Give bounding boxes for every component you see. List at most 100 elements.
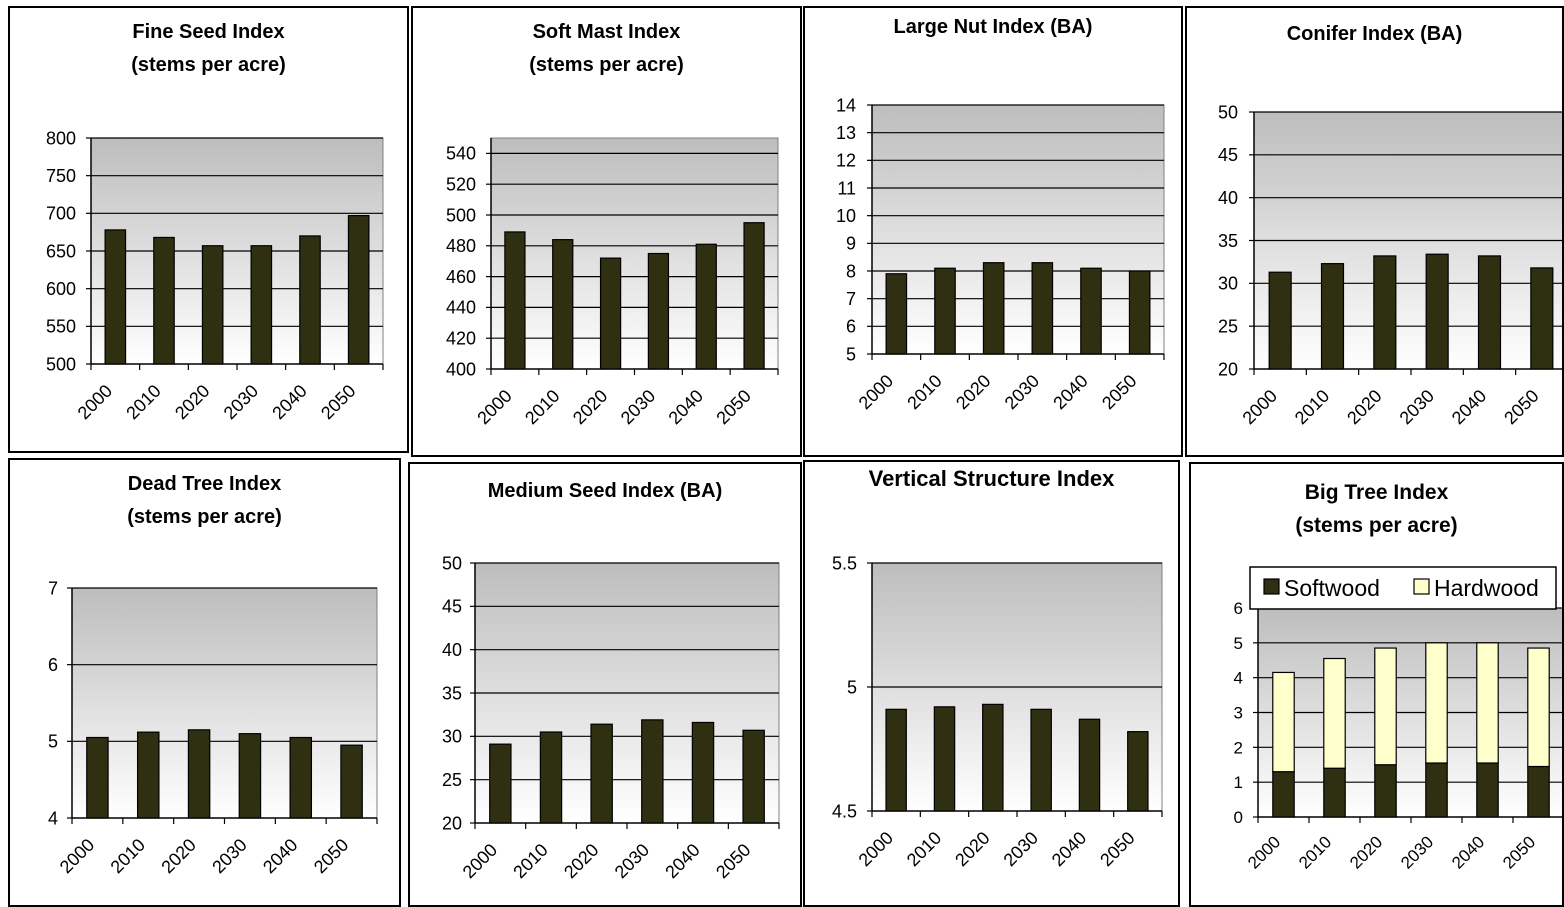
x-tick-label: 2050	[712, 386, 754, 428]
x-tick-label: 2030	[1001, 371, 1043, 413]
y-tick-label: 500	[446, 205, 476, 225]
bar-softwood	[1425, 762, 1448, 818]
x-tick-label: 2010	[122, 381, 164, 423]
chart-svg: Fine Seed Index (stems per acre) 500 550 600…	[46, 21, 384, 423]
x-tick-label: 2020	[569, 386, 611, 428]
x-tick-label: 2040	[1048, 828, 1090, 870]
bar	[504, 231, 526, 370]
x-tick-label: 2050	[1098, 371, 1140, 413]
y-tick-label: 14	[836, 95, 856, 115]
x-tick-label: 2020	[1343, 386, 1385, 428]
conifer-index-chart: Conifer Index (BA) 20 25 30 35 40 45 50 2000 2010…	[1185, 6, 1564, 457]
bar	[1078, 718, 1101, 812]
chart-svg: Big Tree Index (stems per acre) 0 1 2 3 4 5 6 200…	[1234, 481, 1562, 873]
chart-title-line: Fine Seed Index	[132, 21, 284, 43]
x-tick-label: 2050	[1500, 386, 1542, 428]
chart-title-line: Conifer Index (BA)	[1287, 23, 1463, 45]
bar	[590, 723, 613, 824]
bar	[1530, 267, 1554, 370]
x-tick-label: 2050	[1096, 828, 1138, 870]
y-tick-label: 460	[446, 267, 476, 287]
y-tick-label: 0	[1234, 808, 1243, 827]
plot-area	[490, 137, 779, 370]
x-tick-label: 2010	[903, 371, 945, 413]
bar	[1031, 262, 1054, 355]
bar	[539, 731, 563, 824]
legend-box	[1249, 566, 1557, 610]
x-tick-label: 2000	[855, 371, 897, 413]
bar	[1080, 267, 1102, 355]
y-tick-label: 5	[846, 344, 856, 364]
y-tick-label: 20	[1218, 359, 1238, 379]
y-tick-label: 40	[442, 640, 462, 660]
medium-seed-index-chart: Medium Seed Index (BA) 20 25 30 35 40 45 50 2000…	[408, 462, 802, 907]
bar	[743, 222, 765, 370]
y-tick-label: 1	[1234, 773, 1243, 792]
chart-title-line: Large Nut Index (BA)	[894, 16, 1093, 38]
x-tick-label: 2040	[661, 840, 703, 882]
chart-svg: Medium Seed Index (BA) 20 25 30 35 40 45 50 2000…	[442, 480, 780, 882]
bar	[104, 229, 127, 365]
x-tick-label: 2040	[268, 381, 310, 423]
y-tick-label: 5	[847, 677, 857, 697]
y-tick-label: 6	[48, 655, 58, 675]
y-tick-label: 700	[46, 204, 76, 224]
y-tick-label: 35	[442, 683, 462, 703]
bar	[489, 743, 512, 824]
large-nut-index-chart: Large Nut Index (BA) 5 6 7 8 9 10 11 12 13 14 2000 2…	[803, 6, 1183, 457]
y-tick-label: 7	[48, 578, 58, 598]
bar	[742, 729, 765, 824]
chart-title-line: (stems per acre)	[1295, 514, 1457, 537]
chart-title-line: (stems per acre)	[529, 54, 684, 76]
x-tick-label: 2020	[1346, 832, 1386, 872]
x-tick-label: 2050	[310, 835, 352, 877]
bar-hardwood	[1425, 642, 1448, 764]
y-tick-label: 10	[836, 206, 856, 226]
bar	[238, 733, 262, 819]
y-tick-label: 4	[48, 808, 58, 828]
x-tick-label: 2030	[617, 386, 659, 428]
bar	[340, 744, 363, 819]
chart-title-line: Soft Mast Index	[533, 21, 681, 43]
chart-title-line: Medium Seed Index (BA)	[488, 480, 722, 502]
x-tick-label: 2000	[459, 840, 501, 882]
x-tick-label: 2040	[1448, 386, 1490, 428]
plot-area	[871, 104, 1165, 355]
legend-label: Softwood	[1284, 575, 1380, 601]
bar	[201, 245, 224, 365]
bar	[641, 719, 664, 824]
bar	[1373, 255, 1397, 370]
bar	[1127, 731, 1149, 812]
x-tick-label: 2010	[903, 828, 945, 870]
x-tick-label: 2030	[220, 381, 262, 423]
bar	[691, 721, 715, 824]
bar	[599, 257, 622, 370]
x-tick-label: 2040	[1448, 832, 1488, 872]
bar-hardwood	[1527, 647, 1550, 768]
y-tick-label: 5	[1234, 634, 1243, 653]
x-tick-label: 2010	[107, 835, 149, 877]
bar	[1477, 255, 1502, 370]
x-tick-label: 2010	[509, 840, 551, 882]
y-tick-label: 45	[442, 597, 462, 617]
x-tick-label: 2010	[1295, 832, 1335, 872]
x-tick-label: 2030	[208, 835, 250, 877]
y-tick-label: 30	[1218, 274, 1238, 294]
bar	[187, 729, 211, 819]
bar	[1425, 253, 1449, 370]
bar	[1320, 263, 1345, 370]
legend-label: Hardwood	[1434, 575, 1539, 601]
x-tick-label: 2040	[665, 386, 707, 428]
x-tick-label: 2020	[157, 835, 199, 877]
soft-mast-index-chart: Soft Mast Index (stems per acre) 400 420 440…	[411, 6, 802, 457]
y-tick-label: 50	[1218, 102, 1238, 122]
y-tick-label: 50	[442, 553, 462, 573]
bar-softwood	[1476, 762, 1499, 818]
y-tick-label: 750	[46, 166, 76, 186]
x-tick-label: 2050	[317, 381, 359, 423]
y-tick-label: 550	[46, 317, 76, 337]
y-tick-label: 25	[1218, 316, 1238, 336]
chart-svg: Conifer Index (BA) 20 25 30 35 40 45 50 2000 2010…	[1218, 23, 1562, 428]
